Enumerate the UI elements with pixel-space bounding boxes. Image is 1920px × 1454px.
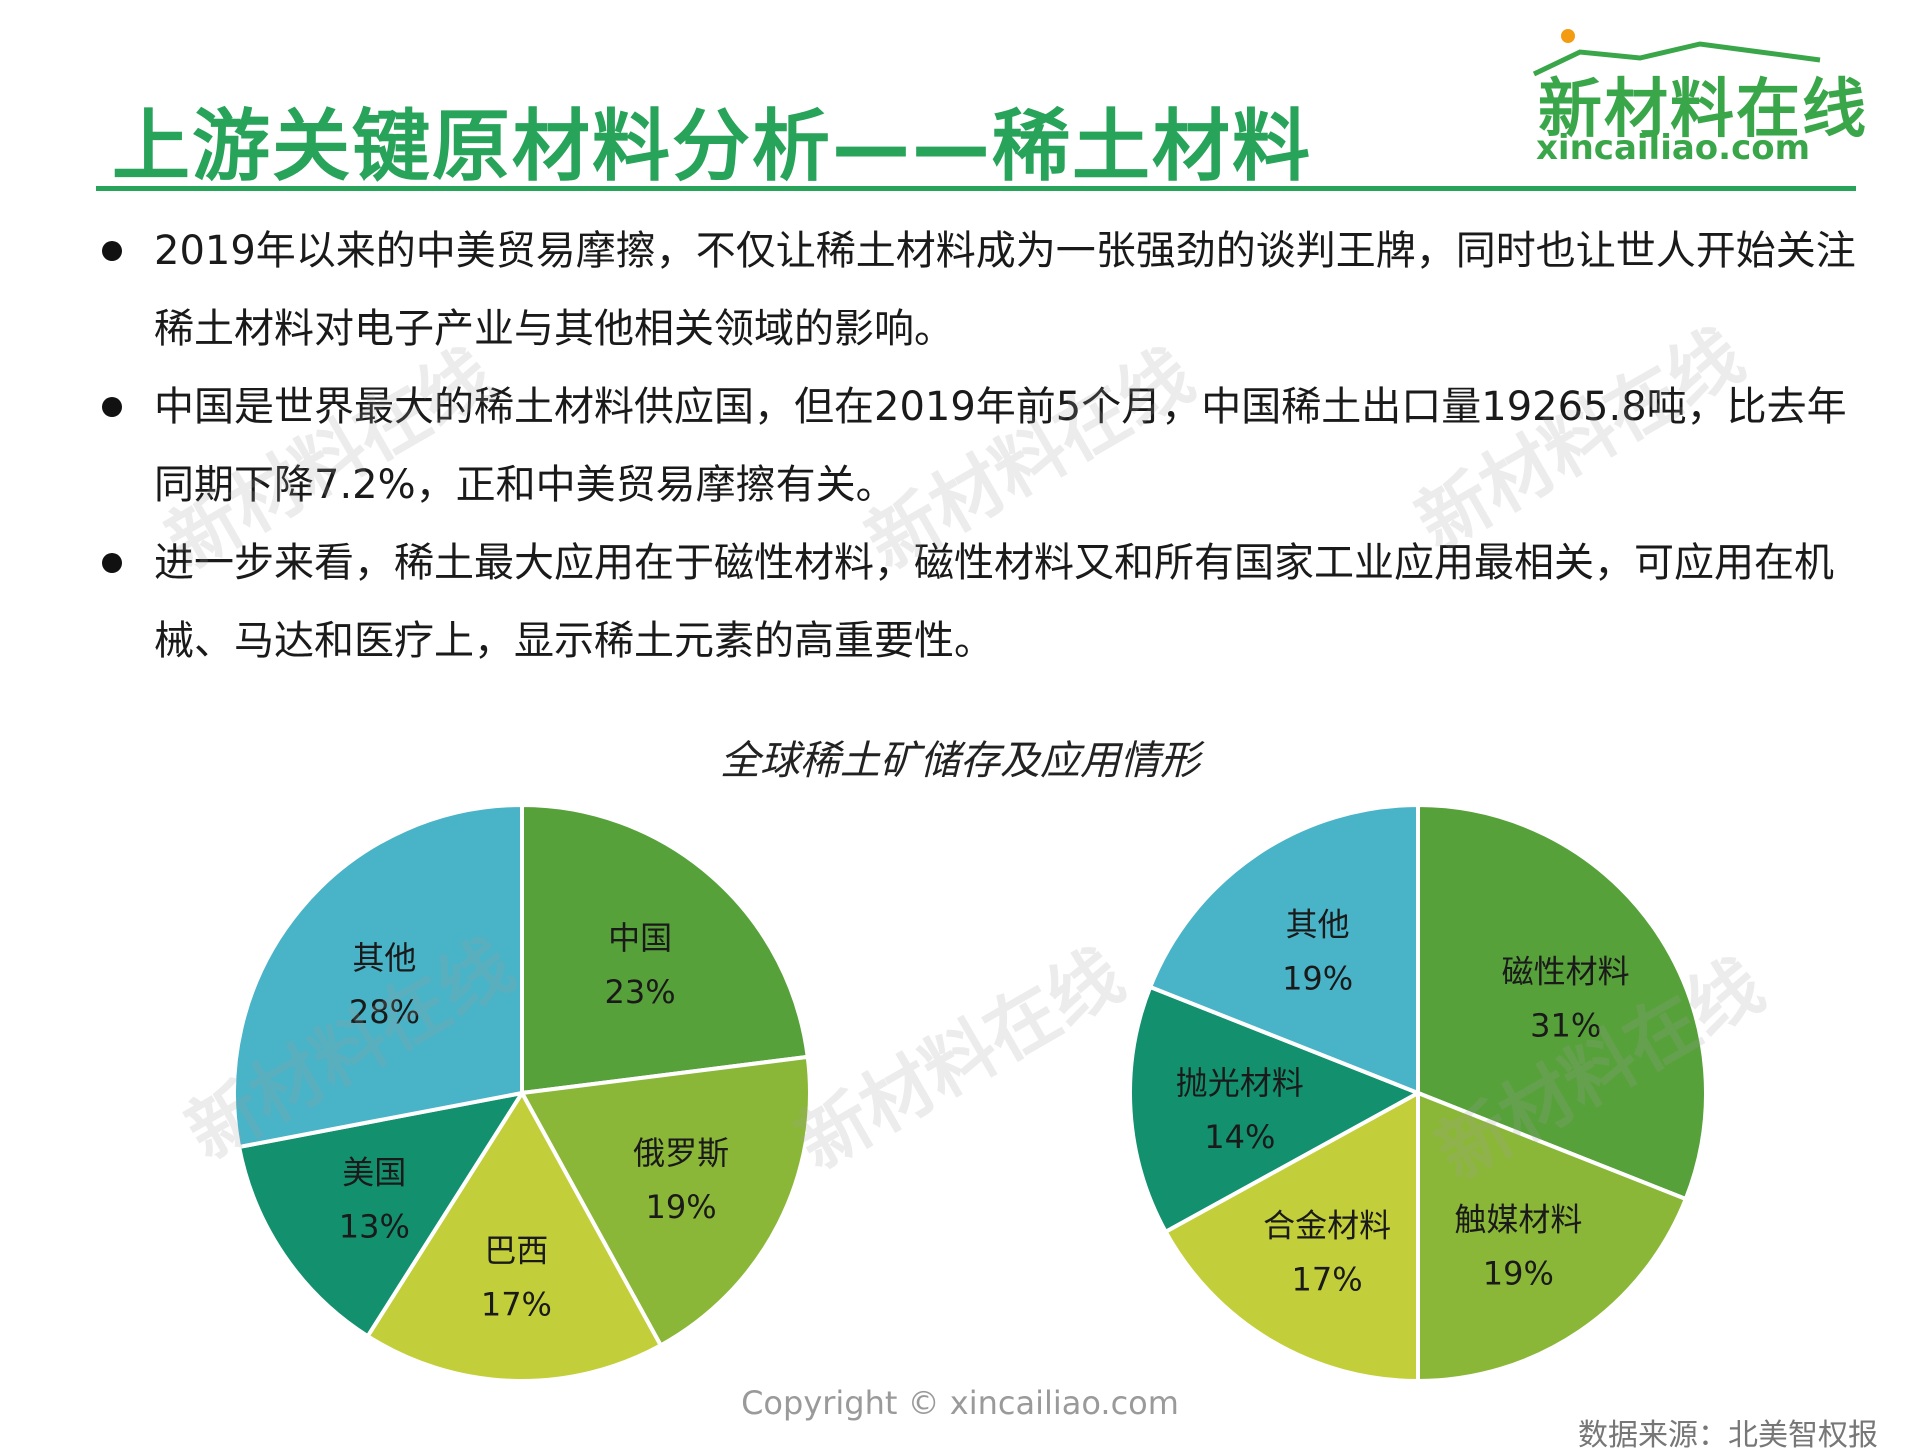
slice-percent-label: 14% bbox=[1204, 1118, 1275, 1156]
copyright-text: Copyright © xincailiao.com bbox=[741, 1384, 1179, 1422]
slice-percent-label: 17% bbox=[1292, 1261, 1363, 1299]
slice-percent-label: 19% bbox=[1282, 959, 1353, 997]
slice-percent-label: 23% bbox=[605, 973, 676, 1011]
bullet-item: 进一步来看，稀土最大应用在于磁性材料，磁性材料又和所有国家工业应用最相关，可应用… bbox=[96, 524, 1856, 680]
slice-percent-label: 19% bbox=[1483, 1255, 1554, 1293]
slice-label: 巴西 bbox=[484, 1231, 548, 1269]
pie-slice bbox=[364, 1089, 664, 1383]
slice-label: 抛光材料 bbox=[1176, 1064, 1304, 1102]
slice-percent-label: 31% bbox=[1530, 1007, 1601, 1045]
bullet-text: 2019年以来的中美贸易摩擦，不仅让稀土材料成为一张强劲的谈判王牌，同时也让世人… bbox=[154, 228, 1856, 352]
slice-label: 中国 bbox=[608, 919, 672, 957]
pie-slice bbox=[1128, 984, 1423, 1235]
bullet-dot-icon bbox=[102, 397, 122, 417]
pie-slice bbox=[1162, 1089, 1420, 1384]
slice-percent-label: 19% bbox=[646, 1188, 717, 1226]
slice-label: 其他 bbox=[1286, 905, 1350, 943]
logo-text-en: xincailiao.com bbox=[1536, 128, 1811, 168]
page-title: 上游关键原材料分析——稀土材料 bbox=[112, 102, 1313, 192]
pie-slice bbox=[520, 802, 810, 1096]
pie-slice bbox=[232, 802, 524, 1150]
bullet-item: 中国是世界最大的稀土材料供应国，但在2019年前5个月，中国稀土出口量19265… bbox=[96, 368, 1856, 524]
brand-logo: 新材料在线 xincailiao.com bbox=[1520, 22, 1866, 168]
slice-label: 美国 bbox=[342, 1153, 406, 1191]
pie-slice bbox=[236, 1090, 527, 1339]
pie-slice bbox=[1416, 1090, 1689, 1384]
slice-label: 磁性材料 bbox=[1502, 953, 1630, 991]
slice-percent-label: 13% bbox=[339, 1207, 410, 1245]
slice-label: 俄罗斯 bbox=[633, 1134, 729, 1172]
title-divider bbox=[96, 186, 1856, 191]
pie-slice bbox=[1416, 802, 1708, 1202]
bullet-text: 中国是世界最大的稀土材料供应国，但在2019年前5个月，中国稀土出口量19265… bbox=[154, 384, 1847, 508]
data-source: 数据来源：北美智权报 bbox=[1578, 1418, 1878, 1453]
bullet-dot-icon bbox=[102, 553, 122, 573]
pie-slice bbox=[518, 1054, 812, 1349]
bullet-list: 2019年以来的中美贸易摩擦，不仅让稀土材料成为一张强劲的谈判王牌，同时也让世人… bbox=[96, 212, 1856, 680]
logo-text-cn: 新材料在线 bbox=[1538, 73, 1868, 147]
slice-percent-label: 28% bbox=[349, 993, 420, 1031]
chart-title: 全球稀土矿储存及应用情形 bbox=[720, 738, 1200, 784]
pie-slice bbox=[1147, 802, 1420, 1096]
logo-roof-icon bbox=[1532, 29, 1821, 77]
bullet-text: 进一步来看，稀土最大应用在于磁性材料，磁性材料又和所有国家工业应用最相关，可应用… bbox=[154, 540, 1834, 664]
bullet-item: 2019年以来的中美贸易摩擦，不仅让稀土材料成为一张强劲的谈判王牌，同时也让世人… bbox=[96, 212, 1856, 368]
bullet-dot-icon bbox=[102, 241, 122, 261]
slice-label: 触媒材料 bbox=[1454, 1201, 1582, 1239]
slice-percent-label: 17% bbox=[481, 1285, 552, 1323]
slice-label: 其他 bbox=[352, 939, 416, 977]
slice-label: 合金材料 bbox=[1263, 1207, 1391, 1245]
